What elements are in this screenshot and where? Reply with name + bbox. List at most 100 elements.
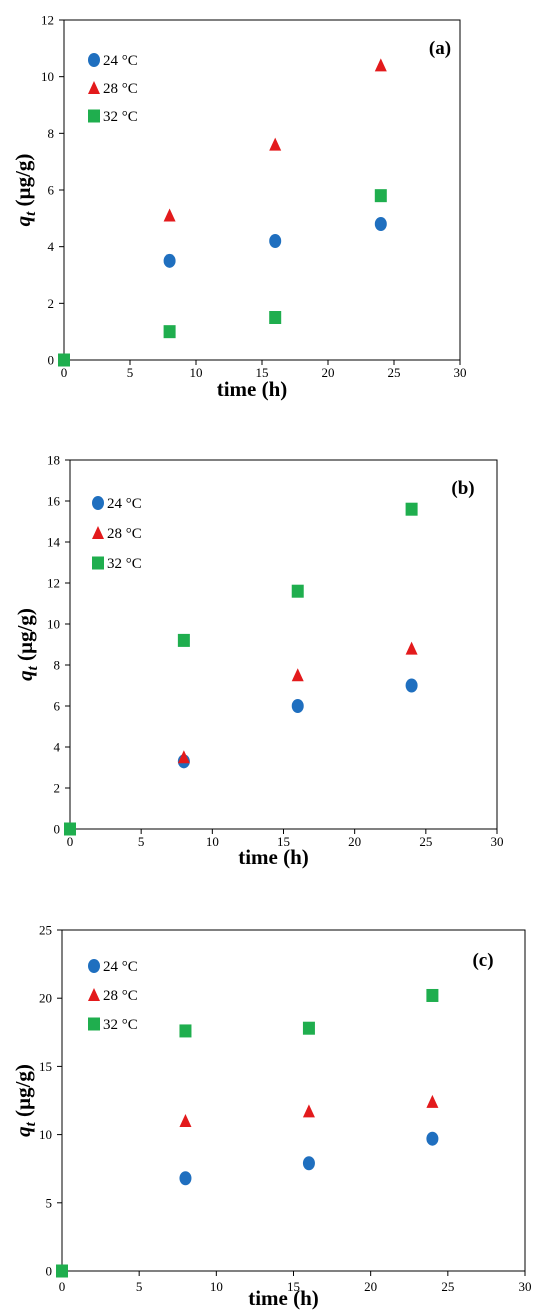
y-tick-label: 15 [39,1059,52,1074]
legend-label: 28 °C [103,81,138,97]
legend-marker-square [88,1017,100,1031]
x-tick-label: 10 [210,1279,223,1294]
y-tick-label: 0 [54,822,61,837]
data-point-triangle [302,1104,315,1118]
y-axis-title-units: (µg/g) [11,1064,35,1122]
series-circle [179,1131,439,1186]
y-tick-label: 20 [39,991,52,1006]
x-tick-label: 0 [67,834,74,849]
data-point-circle [302,1156,315,1171]
data-point-triangle [163,208,176,222]
x-tick-label: 20 [348,834,361,849]
y-tick-label: 0 [48,353,55,368]
legend-label: 24 °C [107,496,142,512]
plot-area-frame [69,459,498,830]
y-tick-label: 4 [48,239,55,254]
x-tick-label: 15 [256,365,269,380]
x-tick-label: 20 [322,365,335,380]
y-tick-label: 2 [48,296,55,311]
chart-panel-1: 0 5 10 15 20 25 30 0 2 4 6 8 10 12 time (h) qt (µg/g) (a… [11,13,467,402]
legend-marker-triangle [88,988,100,1001]
legend-marker-circle [88,959,100,973]
x-tick-label: 30 [519,1279,532,1294]
data-point-triangle [405,641,418,655]
series-square [56,988,439,1278]
data-point-square [291,584,304,598]
x-axis-title: time (h) [248,1286,319,1310]
y-tick-label: 2 [54,781,61,796]
x-tick-label: 15 [287,1279,300,1294]
plot-area-frame [63,19,461,361]
panel-label: (b) [451,478,474,499]
data-point-square [56,1264,68,1278]
legend-marker-square [92,556,104,570]
y-axis-title-subscript: t [25,665,41,670]
panel-label: (a) [429,38,451,59]
legend-marker-square [88,109,100,123]
data-point-circle [291,699,304,713]
x-axis-title: time (h) [238,845,309,869]
data-point-square [426,988,439,1002]
x-tick-label: 5 [127,365,134,380]
x-tick-label: 15 [277,834,290,849]
y-axis-title-symbol: q [11,1126,35,1137]
y-axis-title: qt (µg/g) [13,608,41,681]
y-axis-title-units: (µg/g) [11,154,35,212]
y-tick-label: 4 [54,740,61,755]
legend-label: 28 °C [103,988,138,1004]
x-tick-label: 5 [136,1279,143,1294]
x-tick-label: 10 [206,834,219,849]
data-point-triangle [426,1094,439,1108]
data-point-triangle [269,137,282,151]
y-tick-label: 8 [48,126,55,141]
data-point-square [177,633,190,647]
y-tick-label: 6 [48,183,55,198]
series-triangle [179,1094,439,1127]
y-axis-title-subscript: t [23,1121,39,1126]
legend-label: 28 °C [107,526,142,542]
y-tick-label: 12 [47,576,60,591]
data-point-circle [179,1171,192,1186]
y-axis-title-units: (µg/g) [13,608,37,666]
series-square [58,189,387,367]
data-point-square [374,189,387,203]
series-square [64,502,418,836]
y-tick-label: 12 [41,13,54,28]
data-point-triangle [374,58,387,72]
data-point-circle [163,253,176,268]
y-tick-label: 10 [47,617,60,632]
x-tick-label: 30 [491,834,504,849]
data-point-square [163,325,176,339]
data-point-triangle [291,668,304,682]
data-point-circle [269,234,282,248]
x-tick-label: 25 [419,834,432,849]
x-tick-label: 25 [441,1279,454,1294]
y-tick-label: 10 [39,1127,52,1142]
data-point-square [302,1021,315,1035]
x-axis-title: time (h) [217,377,288,401]
y-tick-label: 5 [46,1195,53,1210]
legend-label: 24 °C [103,53,138,69]
y-tick-label: 25 [39,923,52,938]
x-tick-label: 10 [190,365,203,380]
x-tick-label: 0 [61,365,68,380]
x-tick-label: 0 [59,1279,66,1294]
chart-panel-2: 0 5 10 15 20 25 30 0 2 4 6 8 10 12 14 16 18 time (h) qt (µ… [13,453,504,870]
legend-marker-triangle [92,526,104,539]
data-point-square [64,822,76,836]
data-point-square [58,353,70,367]
legend-label: 24 °C [103,959,138,975]
y-axis-title: qt (µg/g) [11,154,39,227]
y-axis-title-symbol: q [13,670,37,681]
y-axis-title-symbol: q [11,216,35,227]
data-point-triangle [177,750,190,764]
y-tick-label: 6 [54,699,61,714]
x-tick-label: 30 [454,365,467,380]
data-point-circle [405,678,418,693]
y-tick-label: 10 [41,69,54,84]
y-tick-label: 0 [46,1264,53,1279]
y-tick-label: 16 [47,494,61,509]
y-tick-label: 8 [54,658,61,673]
